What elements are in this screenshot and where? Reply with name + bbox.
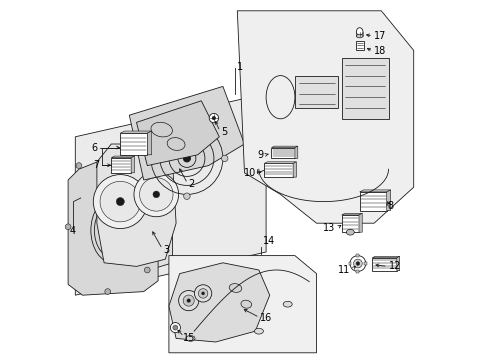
Text: 17: 17 bbox=[373, 31, 386, 41]
FancyBboxPatch shape bbox=[271, 148, 294, 158]
Polygon shape bbox=[97, 144, 176, 266]
Circle shape bbox=[139, 177, 173, 211]
Circle shape bbox=[349, 256, 365, 271]
Circle shape bbox=[209, 113, 218, 123]
FancyBboxPatch shape bbox=[356, 270, 359, 273]
Circle shape bbox=[116, 198, 124, 206]
Polygon shape bbox=[111, 156, 134, 158]
Circle shape bbox=[65, 224, 71, 230]
Circle shape bbox=[201, 292, 204, 295]
Circle shape bbox=[151, 206, 157, 212]
Text: 13: 13 bbox=[322, 223, 335, 233]
Polygon shape bbox=[264, 162, 296, 163]
FancyBboxPatch shape bbox=[341, 215, 358, 232]
Circle shape bbox=[194, 285, 211, 302]
Circle shape bbox=[112, 152, 118, 158]
FancyBboxPatch shape bbox=[364, 262, 366, 265]
Circle shape bbox=[183, 295, 194, 306]
Text: 18: 18 bbox=[373, 46, 386, 57]
Polygon shape bbox=[120, 131, 151, 133]
FancyBboxPatch shape bbox=[355, 41, 363, 50]
Polygon shape bbox=[396, 256, 399, 271]
Ellipse shape bbox=[283, 301, 292, 307]
Text: 14: 14 bbox=[262, 235, 274, 246]
Ellipse shape bbox=[346, 229, 354, 235]
Polygon shape bbox=[271, 146, 297, 148]
Polygon shape bbox=[131, 156, 134, 173]
Text: 16: 16 bbox=[260, 313, 272, 323]
FancyBboxPatch shape bbox=[348, 262, 351, 265]
Circle shape bbox=[355, 262, 359, 265]
Circle shape bbox=[170, 323, 180, 333]
Ellipse shape bbox=[254, 328, 263, 334]
Polygon shape bbox=[68, 155, 158, 295]
Text: 11: 11 bbox=[338, 265, 350, 275]
Text: 7: 7 bbox=[93, 160, 100, 170]
Text: 2: 2 bbox=[188, 179, 195, 189]
FancyBboxPatch shape bbox=[356, 254, 359, 257]
Polygon shape bbox=[386, 190, 390, 211]
FancyBboxPatch shape bbox=[120, 133, 147, 155]
Text: 6: 6 bbox=[91, 143, 98, 153]
Polygon shape bbox=[136, 101, 219, 166]
Text: 3: 3 bbox=[163, 245, 169, 255]
Circle shape bbox=[183, 193, 190, 199]
Text: 10: 10 bbox=[244, 168, 256, 178]
Circle shape bbox=[145, 155, 152, 162]
Polygon shape bbox=[358, 213, 362, 232]
FancyBboxPatch shape bbox=[111, 158, 131, 173]
Circle shape bbox=[153, 191, 159, 198]
FancyBboxPatch shape bbox=[359, 192, 386, 211]
Circle shape bbox=[186, 299, 190, 302]
Circle shape bbox=[100, 181, 140, 222]
Circle shape bbox=[183, 117, 190, 124]
Circle shape bbox=[178, 291, 199, 311]
Ellipse shape bbox=[241, 300, 251, 308]
Text: 8: 8 bbox=[387, 201, 393, 211]
Circle shape bbox=[93, 175, 147, 229]
Ellipse shape bbox=[185, 336, 195, 341]
Circle shape bbox=[221, 155, 227, 162]
Circle shape bbox=[104, 289, 110, 294]
Circle shape bbox=[76, 163, 81, 168]
Polygon shape bbox=[371, 256, 399, 258]
Text: 9: 9 bbox=[257, 150, 263, 160]
Polygon shape bbox=[79, 144, 172, 292]
Circle shape bbox=[172, 325, 178, 330]
Polygon shape bbox=[292, 162, 296, 177]
Circle shape bbox=[183, 155, 190, 162]
Polygon shape bbox=[147, 131, 151, 155]
Circle shape bbox=[353, 259, 362, 268]
Polygon shape bbox=[341, 213, 362, 215]
Ellipse shape bbox=[229, 284, 241, 292]
Text: 15: 15 bbox=[183, 333, 195, 343]
Polygon shape bbox=[168, 263, 269, 342]
Text: 1: 1 bbox=[236, 62, 242, 72]
Polygon shape bbox=[294, 76, 337, 108]
Text: 12: 12 bbox=[387, 261, 400, 271]
Ellipse shape bbox=[356, 34, 362, 38]
Circle shape bbox=[134, 172, 178, 217]
Text: 4: 4 bbox=[69, 226, 76, 236]
Polygon shape bbox=[341, 58, 387, 119]
FancyBboxPatch shape bbox=[264, 163, 292, 177]
Polygon shape bbox=[75, 94, 265, 295]
Polygon shape bbox=[168, 256, 316, 353]
Polygon shape bbox=[359, 190, 390, 192]
Circle shape bbox=[212, 116, 215, 120]
Circle shape bbox=[198, 289, 207, 298]
Polygon shape bbox=[294, 146, 297, 158]
Ellipse shape bbox=[356, 28, 362, 36]
Text: 5: 5 bbox=[220, 127, 226, 137]
Polygon shape bbox=[237, 11, 413, 223]
Circle shape bbox=[144, 267, 150, 273]
FancyBboxPatch shape bbox=[371, 258, 396, 271]
Polygon shape bbox=[129, 86, 244, 180]
